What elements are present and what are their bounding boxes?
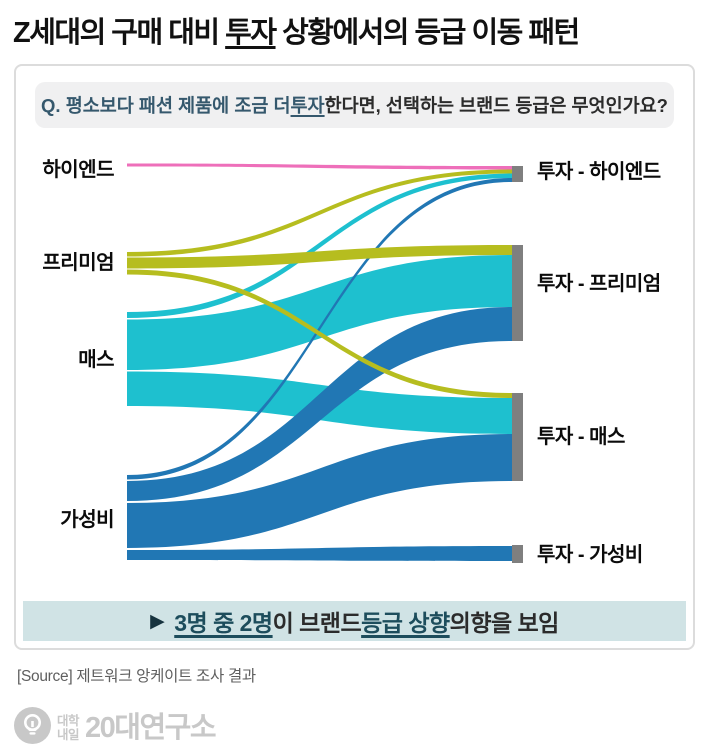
sankey-target-label: 투자 - 프리미엄	[530, 270, 668, 298]
logo-stacked-text: 대학 내일	[57, 713, 80, 743]
title-emphasis: 투자	[225, 17, 277, 49]
title-pre: Z세대의 구매 대비	[13, 17, 226, 49]
sankey-flow-cyan	[127, 255, 512, 370]
question-box: Q. 평소보다 패션 제품에 조금 더 투자 한다면, 선택하는 브랜드 등급은 …	[35, 82, 674, 128]
sankey-source-label: 하이엔드	[35, 156, 121, 184]
sankey-node-bar	[512, 545, 523, 563]
sankey-flow-pink	[127, 163, 512, 170]
lightbulb-icon	[14, 707, 51, 749]
question-rest: 한다면, 선택하는 브랜드 등급은 무엇인가요?	[324, 95, 668, 116]
sankey-target-label: 투자 - 매스	[530, 423, 632, 451]
banner-emphasis-1: 3명 중 2명	[174, 610, 273, 636]
page-title: Z세대의 구매 대비 투자 상황에서의 등급 이동 패턴	[13, 9, 703, 51]
question-lead-emphasis: 투자	[290, 95, 325, 116]
sankey-source-label: 가성비	[53, 506, 121, 534]
sankey-flow-cyan	[127, 173, 512, 318]
sankey-node-bar	[512, 393, 523, 481]
insight-banner: ▶ 3명 중 2명 이 브랜드 등급 상향 의향을 보임	[23, 601, 686, 641]
sankey-flow-blue	[127, 307, 512, 501]
sankey-node-bar	[512, 166, 523, 182]
brand-logo: 대학 내일 20대연구소	[14, 707, 216, 749]
play-triangle-icon: ▶	[150, 610, 165, 632]
logo-stack-bottom: 내일	[57, 728, 80, 742]
sankey-flow-olive	[127, 269, 512, 398]
source-note: [Source] 제트워크 앙케이트 조사 결과	[17, 668, 256, 685]
sankey-source-label: 매스	[71, 346, 121, 374]
sankey-source-label: 프리미엄	[35, 249, 121, 277]
sankey-flow-blue	[127, 546, 512, 561]
question-lead: Q. 평소보다 패션 제품에 조금 더	[41, 95, 291, 116]
sankey-target-label: 투자 - 하이엔드	[530, 158, 668, 186]
sankey-flow-blue	[127, 178, 512, 480]
banner-end: 의향을 보임	[449, 610, 560, 636]
logo-stack-top: 대학	[57, 713, 80, 728]
banner-emphasis-2: 등급 상향	[361, 610, 450, 636]
sankey-flow-olive	[127, 245, 512, 269]
title-post: 상황에서의 등급 이동 패턴	[275, 17, 580, 49]
logo-wordmark: 20대연구소	[85, 711, 216, 744]
sankey-flow-blue	[127, 434, 512, 548]
sankey-node-bar	[512, 245, 523, 341]
sankey-flow-olive	[127, 169, 512, 257]
sankey-target-label: 투자 - 가성비	[530, 541, 650, 569]
banner-mid: 이 브랜드	[272, 610, 362, 636]
